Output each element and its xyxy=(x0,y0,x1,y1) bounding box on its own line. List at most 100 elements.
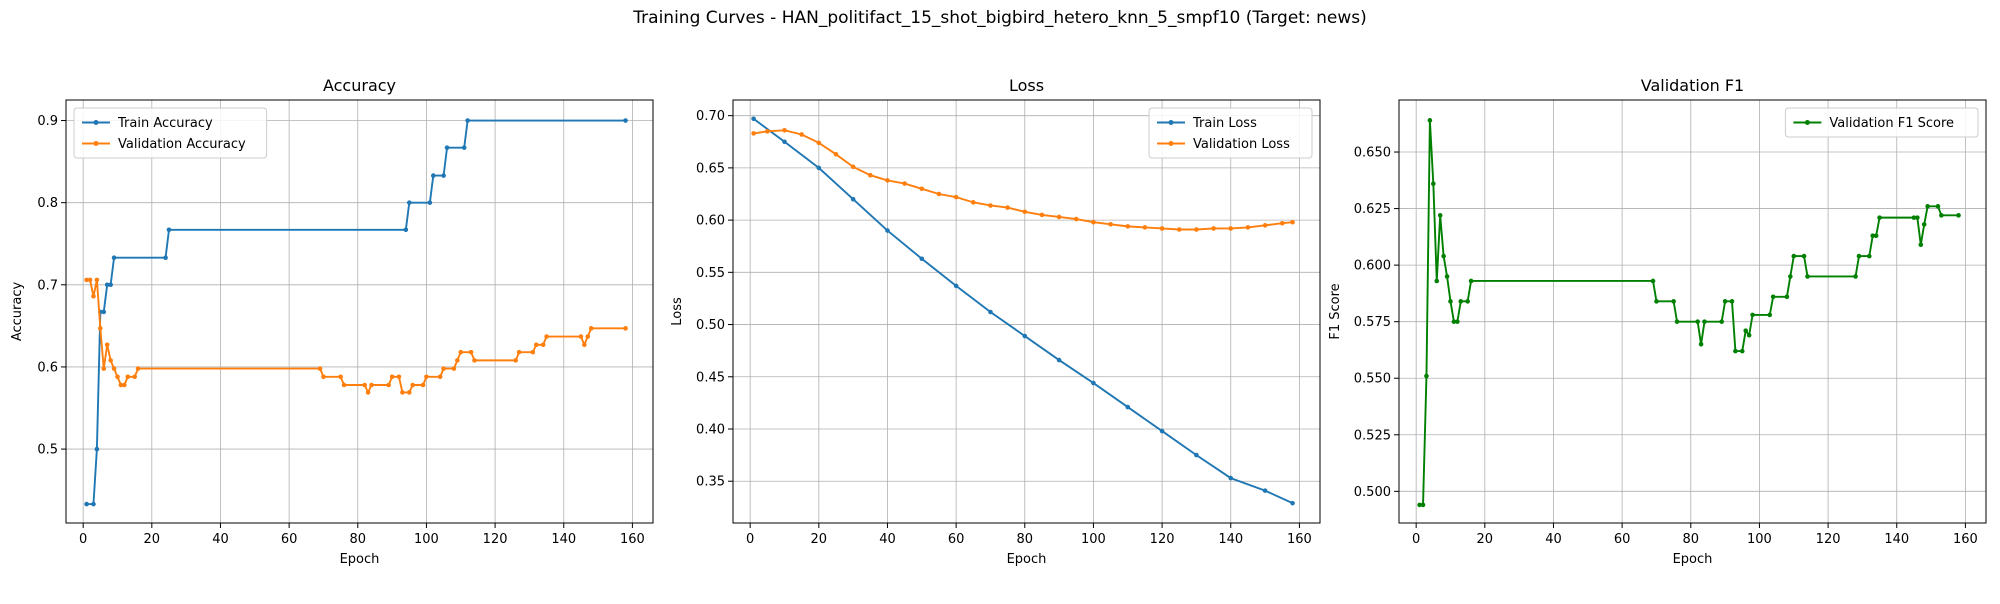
data-point xyxy=(799,132,804,137)
data-point xyxy=(516,349,522,355)
data-point xyxy=(1455,319,1460,324)
data-point xyxy=(1279,220,1285,226)
legend-swatch-marker xyxy=(1168,141,1174,146)
data-point xyxy=(1935,204,1941,209)
data-point xyxy=(1939,213,1944,218)
y-tick-label: 0.55 xyxy=(696,266,725,281)
y-tick-label: 0.70 xyxy=(696,109,725,124)
data-point xyxy=(108,358,113,363)
series-line xyxy=(753,118,1293,505)
data-point xyxy=(1262,488,1268,493)
data-point xyxy=(1925,204,1930,209)
data-point xyxy=(389,374,395,380)
data-point xyxy=(1125,224,1131,229)
chart-panel-3: 0 20 40 60 80 100 120 140 160 0.500 0.525 0.550 0.57… xyxy=(1328,76,1987,567)
y-axis-label: F1 Score xyxy=(1328,283,1343,339)
data-point xyxy=(125,374,131,380)
data-point xyxy=(1056,357,1062,363)
data-point xyxy=(1441,253,1446,259)
chart-panel-2: 0 20 40 60 80 100 120 140 160 0.35 0.40 0.45 0.50 0.5… xyxy=(670,76,1321,567)
data-point xyxy=(1856,253,1862,259)
data-point xyxy=(1702,319,1707,324)
y-tick-label: 0.50 xyxy=(696,318,725,333)
data-point xyxy=(122,382,127,388)
chart-panel-1: 0 20 40 60 80 100 120 140 160 0.5 0.6 0.7 0.8 0.9 Accu… xyxy=(10,76,654,567)
series-train-accuracy xyxy=(84,118,628,507)
data-point xyxy=(1739,348,1745,354)
data-point xyxy=(132,374,137,380)
x-tick-label: 160 xyxy=(1287,532,1312,547)
y-tick-label: 0.600 xyxy=(1354,259,1391,274)
data-point xyxy=(751,116,756,122)
data-point xyxy=(1245,225,1251,230)
data-point xyxy=(84,277,89,283)
x-axis-label: Epoch xyxy=(1673,552,1713,567)
data-point xyxy=(919,186,925,192)
y-tick-label: 0.5 xyxy=(37,443,58,458)
data-point xyxy=(1788,274,1793,279)
data-point xyxy=(111,255,117,260)
data-point xyxy=(1671,299,1676,304)
data-point xyxy=(365,390,371,395)
x-tick-label: 80 xyxy=(1017,532,1034,547)
data-point xyxy=(1918,242,1924,248)
data-point xyxy=(1921,222,1927,227)
data-point xyxy=(1437,213,1443,218)
data-point xyxy=(400,390,405,395)
data-point xyxy=(410,382,416,388)
chart-title: Validation F1 xyxy=(1641,76,1744,95)
data-point xyxy=(1159,428,1165,434)
data-point xyxy=(341,382,347,388)
x-axis-label: Epoch xyxy=(340,552,380,567)
data-point xyxy=(94,277,100,283)
data-point xyxy=(406,200,412,205)
data-point xyxy=(1262,223,1268,228)
data-point xyxy=(1108,221,1113,227)
data-point xyxy=(782,127,787,133)
data-point xyxy=(1801,253,1807,259)
data-point xyxy=(1424,373,1429,379)
legend-label: Validation Accuracy xyxy=(118,137,246,152)
data-point xyxy=(461,145,467,150)
x-tick-label: 120 xyxy=(483,532,508,547)
data-point xyxy=(166,227,172,233)
legend-box xyxy=(1784,107,1979,138)
data-point xyxy=(135,366,141,371)
legend: Train Loss Validation Loss xyxy=(1148,107,1313,159)
series-validation-loss xyxy=(751,127,1295,232)
legend-swatch-marker xyxy=(93,141,99,146)
data-point xyxy=(1791,253,1797,259)
x-tick-label: 60 xyxy=(281,532,298,547)
data-point xyxy=(118,382,124,388)
data-point xyxy=(84,501,89,507)
data-point xyxy=(403,227,409,233)
y-tick-label: 0.65 xyxy=(696,161,725,176)
data-point xyxy=(988,309,993,315)
data-point xyxy=(816,140,822,146)
y-tick-label: 0.60 xyxy=(696,214,725,229)
data-point xyxy=(1194,227,1199,232)
data-point xyxy=(885,178,890,183)
x-tick-label: 100 xyxy=(414,532,439,547)
data-point xyxy=(1458,299,1464,304)
x-tick-label: 0 xyxy=(79,532,87,547)
chart-title: Accuracy xyxy=(323,76,396,95)
x-tick-label: 160 xyxy=(1953,532,1978,547)
legend-swatch-marker xyxy=(1804,120,1810,125)
data-point xyxy=(833,152,839,157)
data-point xyxy=(427,200,433,205)
legend-box xyxy=(73,107,268,159)
legend: Train Accuracy Validation Accuracy xyxy=(73,107,268,159)
x-axis-label: Epoch xyxy=(1007,552,1047,567)
data-point xyxy=(1654,299,1659,304)
data-point xyxy=(1022,209,1028,215)
data-point xyxy=(1420,502,1426,508)
data-point xyxy=(101,366,107,371)
series-train-loss xyxy=(751,116,1295,506)
data-point xyxy=(1915,215,1920,220)
data-point xyxy=(1431,181,1436,186)
data-point xyxy=(420,382,426,388)
x-tick-label: 60 xyxy=(948,532,965,547)
data-point xyxy=(1866,253,1872,259)
x-tick-label: 160 xyxy=(620,532,645,547)
